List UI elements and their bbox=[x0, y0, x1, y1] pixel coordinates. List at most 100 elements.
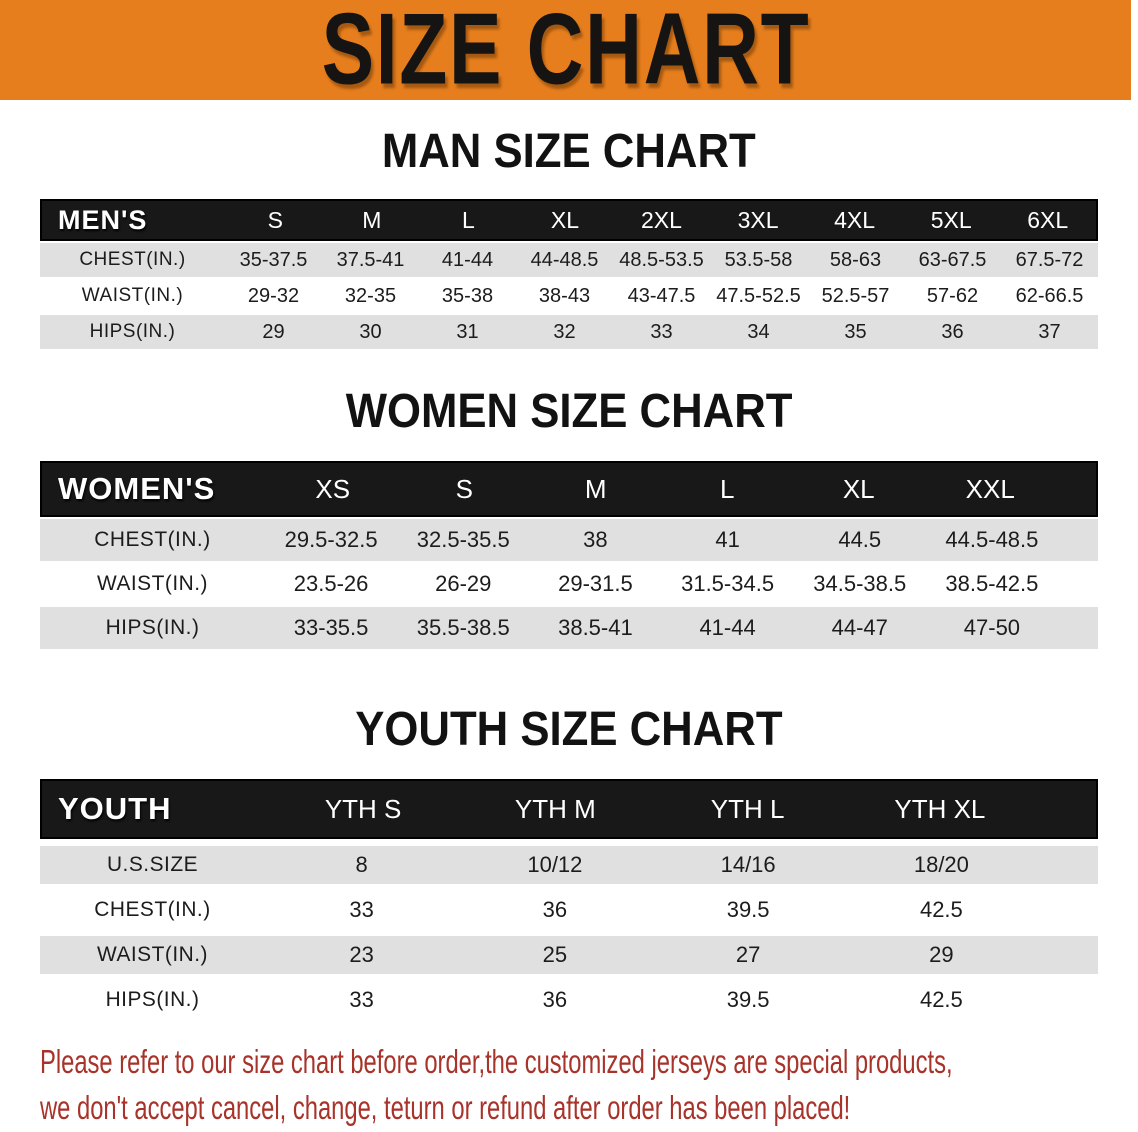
size-value: 23.5-26 bbox=[293, 571, 369, 596]
row-label: CHEST(IN.) bbox=[94, 898, 211, 921]
size-value: 30 bbox=[359, 320, 382, 343]
size-value: 33 bbox=[650, 320, 673, 343]
size-value: 38.5-41 bbox=[558, 615, 633, 640]
size-value: 34 bbox=[747, 320, 770, 343]
table-row: WAIST(IN.) 29-32 32-35 35-38 38-43 43-47.5 47.… bbox=[40, 279, 1098, 313]
size-value: 35.5-38.5 bbox=[416, 615, 510, 640]
size-value: 44-47 bbox=[831, 615, 888, 640]
size-value: 47.5-52.5 bbox=[716, 284, 801, 307]
size-value: 31 bbox=[456, 320, 479, 343]
size-value: 35-37.5 bbox=[239, 248, 308, 271]
size-value: 38-43 bbox=[538, 284, 591, 307]
size-value: 38 bbox=[583, 527, 608, 552]
page-title: SIZE CHART bbox=[321, 0, 810, 106]
size-value: 32.5-35.5 bbox=[416, 527, 510, 552]
size-value: 63-67.5 bbox=[918, 248, 987, 271]
disclaimer-line-2: we don't accept cancel, change, teturn o… bbox=[40, 1089, 851, 1126]
size-value: 38.5-42.5 bbox=[945, 571, 1039, 596]
size-value: 33 bbox=[349, 987, 374, 1012]
column-header: M bbox=[584, 473, 607, 504]
disclaimer-line-1: Please refer to our size chart before or… bbox=[40, 1043, 953, 1080]
size-value: 27 bbox=[735, 942, 761, 967]
table-title-cell: YOUTH bbox=[58, 791, 172, 826]
size-value: 36 bbox=[542, 897, 568, 922]
column-header: YTH XL bbox=[894, 793, 986, 824]
size-value: 10/12 bbox=[527, 852, 583, 877]
size-value: 29 bbox=[929, 942, 954, 967]
size-value: 44-48.5 bbox=[530, 248, 599, 271]
table-row: CHEST(IN.) 35-37.5 37.5-41 41-44 44-48.5 48.5… bbox=[40, 243, 1098, 277]
column-header: 4XL bbox=[834, 206, 876, 233]
column-header: L bbox=[720, 473, 735, 504]
column-header: L bbox=[461, 206, 475, 233]
size-value: 52.5-57 bbox=[821, 284, 890, 307]
table-row: WAIST(IN.) 23.5-26 26-29 29-31.5 31.5-34.5 34… bbox=[40, 563, 1098, 605]
disclaimer: Please refer to our size chart before or… bbox=[40, 1039, 1138, 1131]
size-value: 32-35 bbox=[344, 284, 397, 307]
column-header: XL bbox=[550, 206, 579, 233]
table-header-row: YOUTH YTH S YTH M YTH L YTH XL bbox=[40, 779, 1098, 839]
size-value: 39.5 bbox=[726, 897, 770, 922]
size-value: 48.5-53.5 bbox=[619, 248, 704, 271]
size-value: 26-29 bbox=[435, 571, 492, 596]
men-section-heading-text: MAN SIZE CHART bbox=[382, 122, 756, 178]
row-label: WAIST(IN.) bbox=[97, 572, 208, 595]
size-value: 29.5-32.5 bbox=[284, 527, 378, 552]
women-section-heading-text: WOMEN SIZE CHART bbox=[345, 382, 793, 438]
size-value: 14/16 bbox=[720, 852, 776, 877]
size-value: 41 bbox=[715, 527, 740, 552]
size-value: 34.5-38.5 bbox=[813, 571, 907, 596]
row-label: HIPS(IN.) bbox=[105, 988, 200, 1011]
row-label: U.S.SIZE bbox=[106, 853, 199, 876]
size-value: 57-62 bbox=[926, 284, 979, 307]
column-header: 2XL bbox=[641, 206, 682, 233]
size-value: 36 bbox=[941, 320, 964, 343]
table-header-row: WOMEN'S XS S M L XL XXL bbox=[40, 461, 1098, 517]
column-header: 3XL bbox=[737, 206, 779, 233]
column-header: S bbox=[455, 473, 473, 504]
size-value: 44.5 bbox=[838, 527, 882, 552]
size-value: 42.5 bbox=[919, 897, 963, 922]
table-row: CHEST(IN.) 29.5-32.5 32.5-35.5 38 41 44.5 44.5… bbox=[40, 519, 1098, 561]
row-label: WAIST(IN.) bbox=[81, 285, 184, 306]
column-header: YTH S bbox=[324, 793, 402, 824]
table-row: U.S.SIZE 8 10/12 14/16 18/20 bbox=[40, 846, 1098, 884]
table-title-cell: WOMEN'S bbox=[58, 471, 216, 506]
column-header: M bbox=[362, 206, 382, 233]
men-size-table: MEN'S S M L XL 2XL 3XL 4XL 5XL 6XL CHEST(IN.) 35-37… bbox=[40, 199, 1098, 349]
size-value: 39.5 bbox=[726, 987, 770, 1012]
column-header: 5XL bbox=[930, 206, 972, 233]
size-value: 53.5-58 bbox=[724, 248, 793, 271]
size-value: 18/20 bbox=[913, 852, 969, 877]
size-value: 43-47.5 bbox=[627, 284, 696, 307]
size-value: 58-63 bbox=[829, 248, 882, 271]
table-row: WAIST(IN.) 23 25 27 29 bbox=[40, 936, 1098, 974]
row-label: CHEST(IN.) bbox=[94, 528, 211, 551]
column-header: YTH L bbox=[710, 793, 785, 824]
size-value: 33-35.5 bbox=[293, 615, 369, 640]
women-size-table: WOMEN'S XS S M L XL XXL CHEST(IN.) 29.5-32.5 32.5… bbox=[40, 461, 1098, 649]
size-value: 23 bbox=[349, 942, 374, 967]
size-value: 29 bbox=[262, 320, 285, 343]
men-section-heading: MAN SIZE CHART bbox=[0, 122, 1138, 178]
size-value: 25 bbox=[542, 942, 568, 967]
size-value: 37.5-41 bbox=[336, 248, 405, 271]
table-title-cell: MEN'S bbox=[58, 204, 148, 235]
table-row: HIPS(IN.) 33 36 39.5 42.5 bbox=[40, 981, 1098, 1019]
column-header: 6XL bbox=[1027, 206, 1069, 233]
size-value: 41-44 bbox=[441, 248, 494, 271]
size-value: 44.5-48.5 bbox=[945, 527, 1039, 552]
youth-section-heading: YOUTH SIZE CHART bbox=[0, 700, 1138, 756]
size-value: 62-66.5 bbox=[1015, 284, 1084, 307]
column-header: XXL bbox=[965, 473, 1015, 504]
size-value: 35 bbox=[844, 320, 867, 343]
youth-section-heading-text: YOUTH SIZE CHART bbox=[355, 700, 783, 756]
size-value: 29-31.5 bbox=[558, 571, 633, 596]
women-section-heading: WOMEN SIZE CHART bbox=[0, 382, 1138, 438]
table-header-row: MEN'S S M L XL 2XL 3XL 4XL 5XL 6XL bbox=[40, 199, 1098, 241]
size-value: 42.5 bbox=[919, 987, 963, 1012]
size-value: 33 bbox=[349, 897, 374, 922]
size-value: 37 bbox=[1038, 320, 1061, 343]
row-label: CHEST(IN.) bbox=[79, 249, 186, 270]
